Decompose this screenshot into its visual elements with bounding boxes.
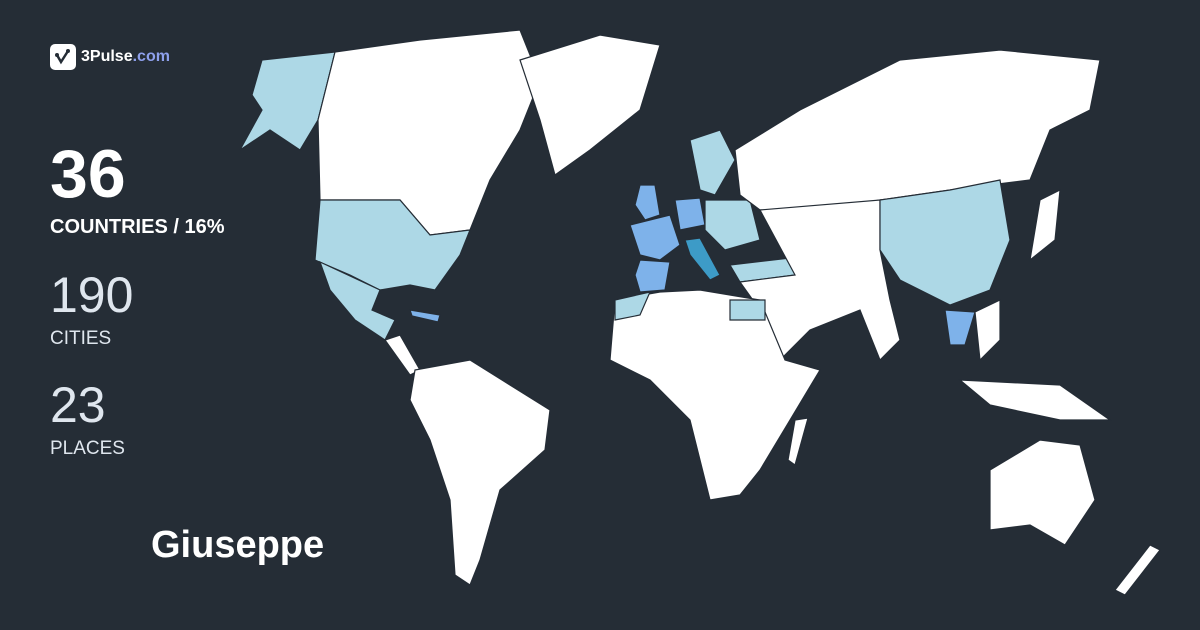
country-greenland [519, 34, 661, 176]
country-australia [989, 439, 1096, 546]
country-germany [674, 197, 706, 231]
continent-south-america [409, 359, 551, 586]
region-indonesia [958, 379, 1112, 421]
brand-logo[interactable]: 3Pulse.com [50, 44, 170, 70]
country-canada [317, 29, 541, 236]
places-stat: 23 PLACES [50, 380, 125, 460]
country-thailand [944, 309, 976, 346]
cities-count: 190 [50, 267, 134, 323]
cities-label: CITIES [50, 328, 112, 349]
countries-count: 36 [50, 136, 126, 212]
places-count: 23 [50, 377, 106, 433]
country-egypt [729, 299, 766, 321]
region-scandinavia [689, 129, 736, 196]
country-mexico [318, 260, 396, 341]
countries-label: COUNTRIES / 16% [50, 216, 225, 238]
region-southeast-asia [974, 299, 1001, 362]
region-japan [1029, 188, 1061, 262]
check-pulse-icon [50, 44, 76, 70]
country-spain [634, 259, 671, 293]
country-new-zealand [1114, 544, 1161, 596]
country-morocco [614, 291, 652, 321]
country-cuba [409, 309, 441, 323]
country-italy [684, 237, 721, 281]
region-central-america [384, 334, 421, 376]
brand-name: 3Pulse.com [81, 48, 170, 65]
country-madagascar [787, 417, 809, 466]
region-eastern-europe [704, 199, 761, 251]
cities-stat: 190 CITIES [50, 270, 133, 350]
continent-africa [609, 289, 821, 501]
region-russia [734, 49, 1101, 211]
country-china [879, 179, 1011, 306]
countries-stat: 36 COUNTRIES / 16% [50, 140, 224, 239]
user-name: Giuseppe [151, 524, 325, 566]
places-label: PLACES [50, 438, 125, 459]
country-france [629, 214, 681, 261]
country-uk [634, 184, 661, 221]
